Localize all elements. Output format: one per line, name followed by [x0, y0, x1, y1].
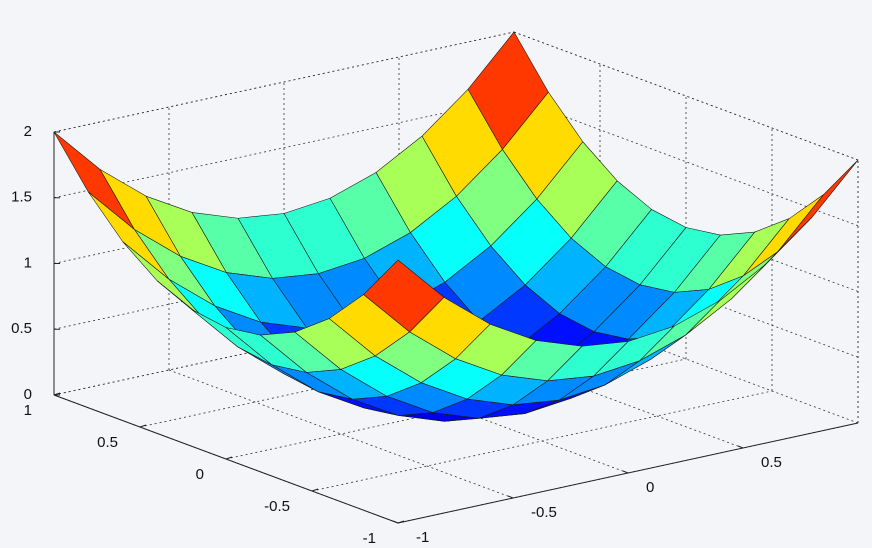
y-tick-label: 1	[24, 402, 32, 419]
grid-line	[513, 31, 859, 161]
x-tick	[507, 495, 514, 499]
z-tick-label: 1	[24, 254, 32, 271]
z-tick-label: 2	[24, 123, 32, 140]
x-tick-label: 0.5	[761, 454, 782, 471]
x-tick	[392, 520, 399, 524]
y-tick-label: -1	[363, 530, 376, 547]
grid-line	[168, 369, 514, 499]
grid-line	[53, 97, 515, 199]
y-tick	[53, 392, 61, 396]
y-tick	[139, 424, 147, 428]
x-tick-label: 0	[646, 479, 654, 496]
surface-cell	[53, 131, 135, 230]
surface-cell	[777, 159, 859, 253]
z-tick-label: 0	[24, 386, 32, 403]
x-tick-label: -1	[416, 529, 429, 546]
grid-line	[311, 390, 773, 492]
grid-line	[513, 97, 859, 227]
surface-cell	[363, 259, 445, 333]
grid-line	[53, 31, 515, 133]
x-tick	[622, 470, 629, 474]
y-tick	[311, 488, 319, 492]
x-tick-label: -0.5	[531, 504, 557, 521]
y-tick	[397, 520, 405, 524]
y-tick	[225, 456, 233, 460]
x-tick	[737, 445, 744, 449]
z-tick-label: 0.5	[11, 320, 32, 337]
y-tick-label: 0	[196, 466, 204, 483]
z-tick-label: 1.5	[11, 189, 32, 206]
y-tick-label: 0.5	[97, 434, 118, 451]
y-tick-label: -0.5	[264, 498, 290, 515]
